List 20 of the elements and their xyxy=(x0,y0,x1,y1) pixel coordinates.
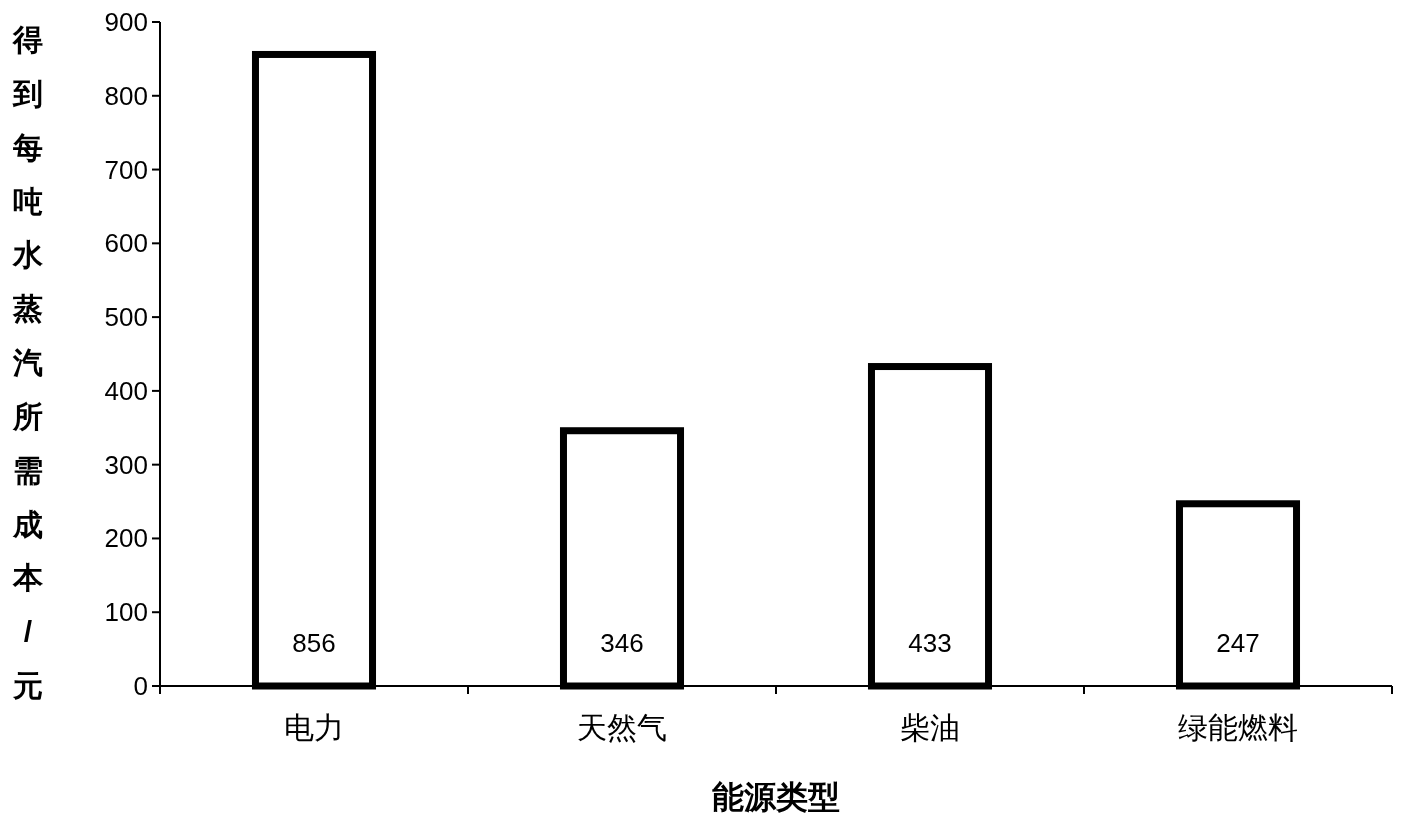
y-tick-label: 700 xyxy=(104,154,148,185)
x-axis-title: 能源类型 xyxy=(712,779,840,815)
y-tick-label: 100 xyxy=(104,597,148,628)
x-tick-label: 天然气 xyxy=(577,711,667,744)
y-tick-label: 500 xyxy=(104,302,148,333)
data-label: 346 xyxy=(600,628,644,658)
y-tick-label: 800 xyxy=(104,80,148,111)
y-tick-label: 300 xyxy=(104,449,148,480)
x-tick-label: 电力 xyxy=(284,711,344,744)
y-tick-label: 200 xyxy=(104,523,148,554)
y-tick-label: 600 xyxy=(104,228,148,259)
text: 得到每吨水蒸汽所需成本/元 xyxy=(13,23,43,702)
x-tick-label: 柴油 xyxy=(900,711,960,744)
y-tick-label: 0 xyxy=(133,671,148,701)
x-tick-label: 绿能燃料 xyxy=(1178,711,1298,744)
y-tick-label: 400 xyxy=(104,375,148,406)
data-label: 856 xyxy=(292,628,336,658)
data-label: 247 xyxy=(1216,628,1260,658)
y-tick-label: 900 xyxy=(104,7,148,37)
data-label: 433 xyxy=(908,628,952,658)
